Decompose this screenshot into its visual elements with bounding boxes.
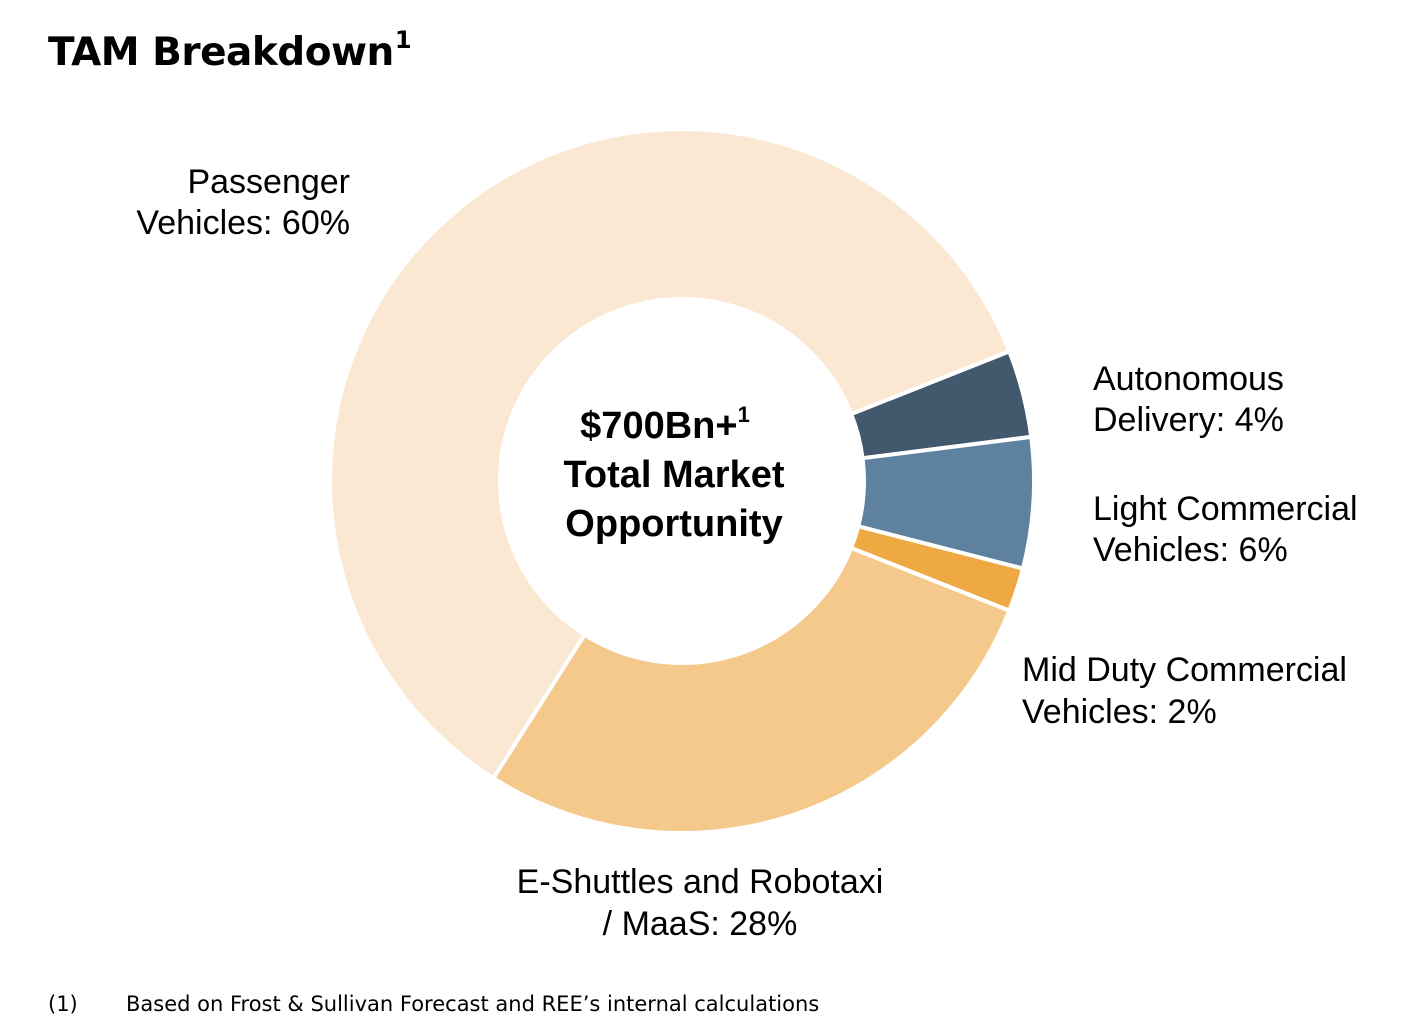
- slice-label-line: Autonomous: [1093, 360, 1284, 398]
- donut-center-text: $700Bn+1 Total Market Opportunity: [563, 402, 784, 545]
- slice-label-line: Vehicles: 60%: [136, 204, 350, 242]
- slice-label-line: Delivery: 4%: [1093, 401, 1284, 439]
- footnote-text: Based on Frost & Sullivan Forecast and R…: [126, 992, 820, 1016]
- slice-passenger-vehicles: [328, 127, 1012, 781]
- center-line-2: Total Market: [563, 454, 784, 496]
- footnote: (1) Based on Frost & Sullivan Forecast an…: [48, 992, 819, 1016]
- slice-label-light-commercial-vehicles: Light Commercial Vehicles: 6%: [1093, 490, 1358, 569]
- slice-label-autonomous-delivery: Autonomous Delivery: 4%: [1093, 360, 1284, 439]
- slice-label-line: Light Commercial: [1093, 490, 1358, 528]
- slice-label-passenger-vehicles: Passenger Vehicles: 60%: [136, 163, 350, 242]
- chart-title: TAM Breakdown1: [48, 26, 412, 75]
- slice-label-line: Vehicles: 2%: [1022, 693, 1217, 731]
- slice-e-shuttles-and-robotaxi-maas: [491, 545, 1012, 835]
- slice-label-line: Mid Duty Commercial: [1022, 651, 1347, 689]
- chart-title-footnote-marker: 1: [394, 26, 412, 54]
- chart-title-text: TAM Breakdown: [48, 30, 394, 75]
- slice-label-mid-duty-commercial-vehicles: Mid Duty Commercial Vehicles: 2%: [1022, 651, 1347, 731]
- center-amount: $700Bn+1: [580, 402, 750, 447]
- footnote-number: (1): [48, 992, 78, 1016]
- slice-label-line: Vehicles: 6%: [1093, 531, 1288, 569]
- donut-slices: [328, 127, 1036, 835]
- slice-label-line: E-Shuttles and Robotaxi: [517, 863, 884, 901]
- slice-label-line: / MaaS: 28%: [603, 905, 798, 943]
- slice-labels: Autonomous Delivery: 4%Light Commercial Ve…: [136, 163, 1357, 943]
- slice-label-e-shuttles-and-robotaxi-maas: E-Shuttles and Robotaxi / MaaS: 28%: [517, 863, 884, 943]
- center-line-3: Opportunity: [565, 503, 782, 545]
- slice-label-line: Passenger: [187, 163, 350, 201]
